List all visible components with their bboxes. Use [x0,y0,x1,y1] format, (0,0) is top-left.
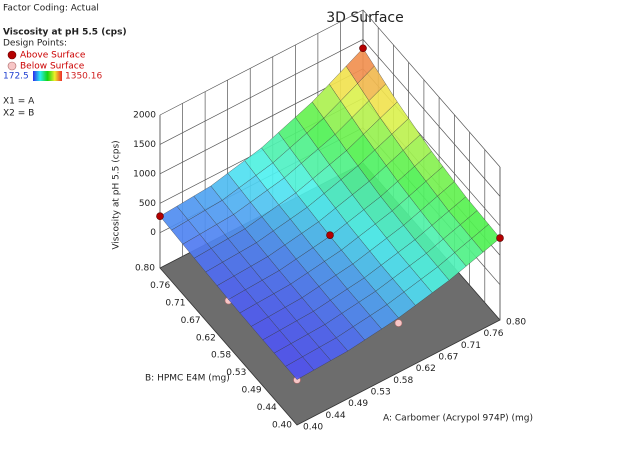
surface-patch [285,356,315,380]
x-tick-label: 0.62 [416,364,436,374]
design-point [359,44,367,53]
z-tick-label: 0 [150,228,156,238]
x-tick-label: 0.80 [506,318,526,328]
above-symbol [7,50,17,60]
design-point [326,231,334,239]
x1-coding: X1 = A [3,97,35,107]
above-label: Above Surface [20,51,86,61]
z-axis-label: Viscosity at pH 5.5 (cps) [112,140,122,249]
design-point [156,212,164,221]
colorbar-min: 172.5 [3,72,29,82]
y-tick-label: 0.58 [211,351,231,361]
below-symbol [7,61,17,71]
y-tick-label: 0.80 [135,264,155,274]
design-point [394,319,403,327]
z-tick-label: 2000 [133,111,156,121]
x-tick-label: 0.40 [303,423,323,433]
y-tick-label: 0.49 [242,386,262,396]
y-axis-label: B: HPMC E4M (mg) [145,374,230,384]
x-tick-label: 0.44 [326,411,346,421]
design-points-label: Design Points: [3,39,67,49]
z-tick-label: 1500 [133,140,156,150]
design-point [496,234,504,242]
x-axis-label: A: Carbomer (Acrypol 974P) (mg) [383,414,533,424]
x-tick-label: 0.49 [348,399,368,409]
y-tick-label: 0.71 [165,298,185,308]
y-tick-label: 0.67 [181,316,201,326]
legend-panel: Factor Coding: Actual Viscosity at pH 5.… [3,4,127,119]
y-tick-label: 0.40 [272,421,292,431]
x2-coding: X2 = B [3,109,34,119]
colorbar-max: 1350.16 [65,72,102,82]
x-tick-label: 0.76 [483,329,503,339]
chart-title: 3D Surface [326,10,403,26]
z-tick-label: 1000 [133,169,156,179]
x-tick-label: 0.67 [438,352,458,362]
y-tick-label: 0.53 [226,368,246,378]
x-tick-label: 0.58 [393,376,413,386]
y-tick-label: 0.76 [150,281,170,291]
response-name: Viscosity at pH 5.5 (cps) [3,28,127,38]
below-label: Below Surface [20,62,85,72]
colorbar [33,71,62,81]
x-tick-label: 0.71 [461,341,481,351]
factor-coding: Factor Coding: Actual [3,4,99,14]
y-tick-label: 0.62 [196,333,216,343]
x-tick-label: 0.53 [371,388,391,398]
y-tick-label: 0.44 [257,403,277,413]
z-tick-label: 500 [139,199,156,209]
